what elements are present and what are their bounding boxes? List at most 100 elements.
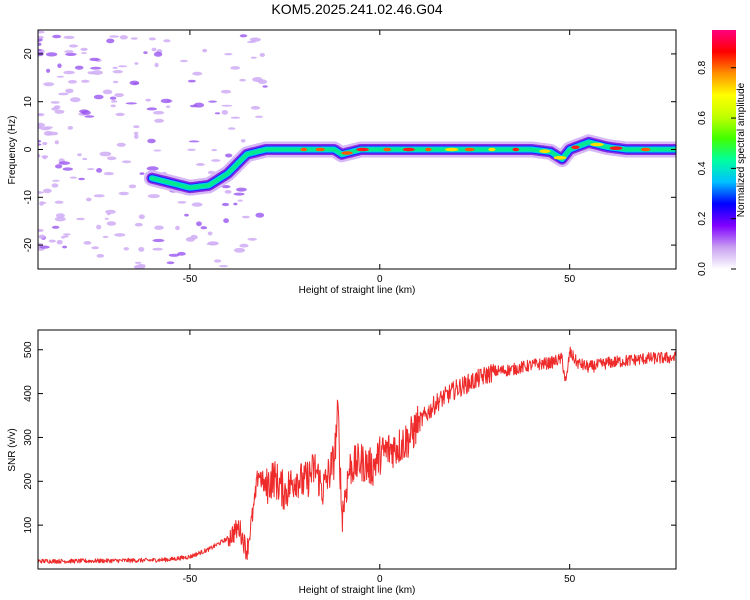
noise-speckle: [38, 122, 46, 128]
noise-speckle: [196, 221, 202, 227]
noise-speckle: [154, 225, 164, 230]
noise-speckle: [55, 164, 63, 169]
noise-speckle: [91, 70, 103, 75]
noise-speckle: [62, 167, 73, 171]
ridge-hotspot: [609, 146, 623, 150]
noise-speckle: [96, 224, 102, 230]
noise-speckle: [46, 68, 51, 73]
ridge-hotspot: [571, 145, 580, 150]
noise-speckle: [110, 104, 116, 108]
noise-speckle: [239, 243, 249, 248]
ridge-hotspot: [356, 147, 369, 152]
noise-speckle: [111, 100, 118, 103]
noise-speckle: [146, 166, 159, 171]
colorbar-label: Normalized spectral amplitude: [736, 82, 747, 217]
noise-speckle: [151, 47, 157, 52]
noise-speckle: [187, 148, 196, 151]
noise-speckle: [38, 35, 44, 39]
noise-speckle: [247, 237, 257, 241]
ridge-hotspot: [553, 156, 567, 160]
noise-speckle: [154, 118, 165, 123]
ridge-hotspot: [315, 147, 325, 152]
ridge-hotspot: [445, 147, 459, 152]
noise-speckle: [48, 239, 56, 243]
noise-speckle: [114, 93, 124, 98]
noise-speckle: [242, 215, 250, 219]
spectrogram-y-ticks: -20 -10 0 10 20: [23, 48, 676, 252]
noise-speckle: [45, 52, 58, 57]
noise-speckle: [81, 110, 91, 115]
noise-speckle: [153, 51, 163, 57]
noise-speckle: [63, 35, 75, 40]
noise-speckle: [76, 217, 85, 221]
noise-speckle: [147, 138, 156, 144]
snr-x-axis-label: Height of straight line (km): [299, 585, 416, 596]
noise-speckle: [230, 66, 241, 70]
noise-speckle: [240, 139, 246, 143]
noise-speckle: [83, 241, 92, 245]
noise-speckle: [68, 80, 77, 84]
spectrogram-noise-speckles: [38, 30, 268, 269]
noise-speckle: [214, 112, 221, 115]
noise-speckle: [224, 53, 233, 56]
noise-speckle: [233, 192, 245, 196]
spectrogram-ridge: [143, 134, 676, 196]
noise-speckle: [51, 183, 59, 188]
noise-speckle: [185, 237, 195, 242]
noise-speckle: [246, 40, 256, 44]
figure-title: KOM5.2025.241.02.46.G04: [271, 1, 442, 17]
noise-speckle: [63, 70, 75, 75]
ridge-hotspot: [402, 147, 415, 152]
noise-speckle: [112, 66, 118, 69]
snr-panel: -50 0 50 100 200 300 400 500 Height of straigh…: [7, 329, 677, 596]
noise-speckle: [133, 264, 146, 269]
noise-speckle: [69, 176, 78, 179]
noise-speckle: [153, 149, 162, 152]
noise-speckle: [96, 254, 105, 258]
noise-speckle: [121, 160, 132, 164]
noise-speckle: [42, 141, 48, 146]
noise-speckle: [38, 140, 41, 143]
noise-speckle: [202, 48, 208, 53]
noise-speckle: [112, 80, 119, 84]
spectrogram-x-ticks: -50 0 50: [183, 30, 576, 285]
noise-speckle: [81, 52, 87, 55]
noise-speckle: [64, 235, 69, 238]
noise-speckle: [96, 168, 103, 173]
noise-speckle: [62, 245, 67, 249]
noise-speckle: [87, 168, 95, 171]
noise-speckle: [38, 153, 41, 158]
x-tick-label: 0: [377, 574, 383, 585]
ridge-hotspot: [464, 147, 475, 152]
y-tick-label: 400: [23, 385, 34, 402]
noise-speckle: [180, 59, 188, 63]
spectrogram-y-axis-label: Frequency (Hz): [7, 116, 18, 185]
noise-speckle: [93, 194, 105, 198]
y-tick-label: 10: [23, 96, 34, 108]
noise-speckle: [134, 222, 143, 227]
noise-speckle: [139, 172, 145, 175]
noise-speckle: [211, 149, 218, 152]
noise-speckle: [134, 134, 139, 139]
noise-speckle: [237, 199, 243, 202]
noise-speckle: [220, 89, 232, 94]
noise-speckle: [168, 253, 180, 257]
noise-speckle: [225, 153, 233, 158]
noise-speckle: [195, 163, 205, 166]
snr-background: [38, 330, 676, 569]
noise-speckle: [224, 190, 232, 194]
noise-speckle: [132, 82, 140, 85]
noise-speckle: [43, 126, 53, 129]
noise-speckle: [221, 202, 230, 207]
noise-speckle: [233, 202, 238, 206]
noise-speckle: [175, 225, 180, 231]
noise-speckle: [138, 247, 145, 252]
noise-speckle: [262, 85, 268, 88]
noise-speckle: [177, 251, 186, 256]
ridge-hotspot: [383, 147, 392, 152]
noise-speckle: [166, 105, 171, 108]
noise-speckle: [70, 97, 81, 103]
noise-speckle: [38, 30, 45, 34]
y-tick-label: 500: [23, 341, 34, 358]
y-tick-label: 200: [23, 473, 34, 490]
